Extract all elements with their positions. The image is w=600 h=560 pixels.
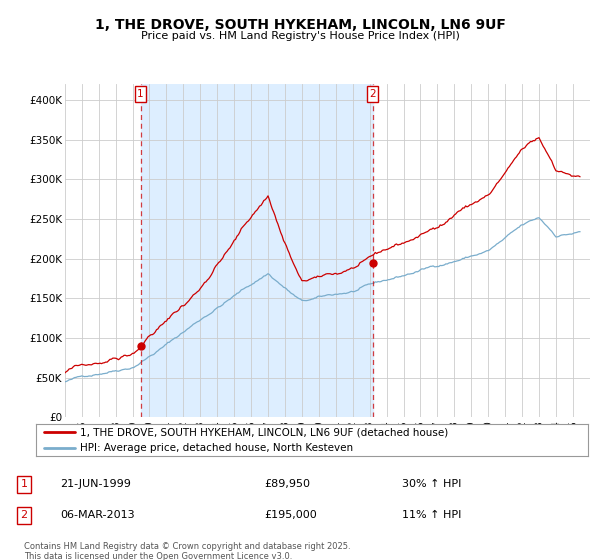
Text: 2: 2 [369, 89, 376, 99]
Text: 11% ↑ HPI: 11% ↑ HPI [402, 510, 461, 520]
Text: 21-JUN-1999: 21-JUN-1999 [60, 479, 131, 489]
Text: 1, THE DROVE, SOUTH HYKEHAM, LINCOLN, LN6 9UF (detached house): 1, THE DROVE, SOUTH HYKEHAM, LINCOLN, LN… [80, 427, 448, 437]
Text: 06-MAR-2013: 06-MAR-2013 [60, 510, 134, 520]
Text: 1: 1 [137, 89, 144, 99]
Text: £195,000: £195,000 [264, 510, 317, 520]
Text: Price paid vs. HM Land Registry's House Price Index (HPI): Price paid vs. HM Land Registry's House … [140, 31, 460, 41]
Text: £89,950: £89,950 [264, 479, 310, 489]
Text: 1, THE DROVE, SOUTH HYKEHAM, LINCOLN, LN6 9UF: 1, THE DROVE, SOUTH HYKEHAM, LINCOLN, LN… [95, 18, 505, 32]
Text: 2: 2 [20, 510, 28, 520]
Bar [140, 84, 373, 417]
Text: Contains HM Land Registry data © Crown copyright and database right 2025.
This d: Contains HM Land Registry data © Crown c… [24, 542, 350, 560]
Text: 30% ↑ HPI: 30% ↑ HPI [402, 479, 461, 489]
Text: 1: 1 [20, 479, 28, 489]
Text: HPI: Average price, detached house, North Kesteven: HPI: Average price, detached house, Nort… [80, 444, 353, 453]
